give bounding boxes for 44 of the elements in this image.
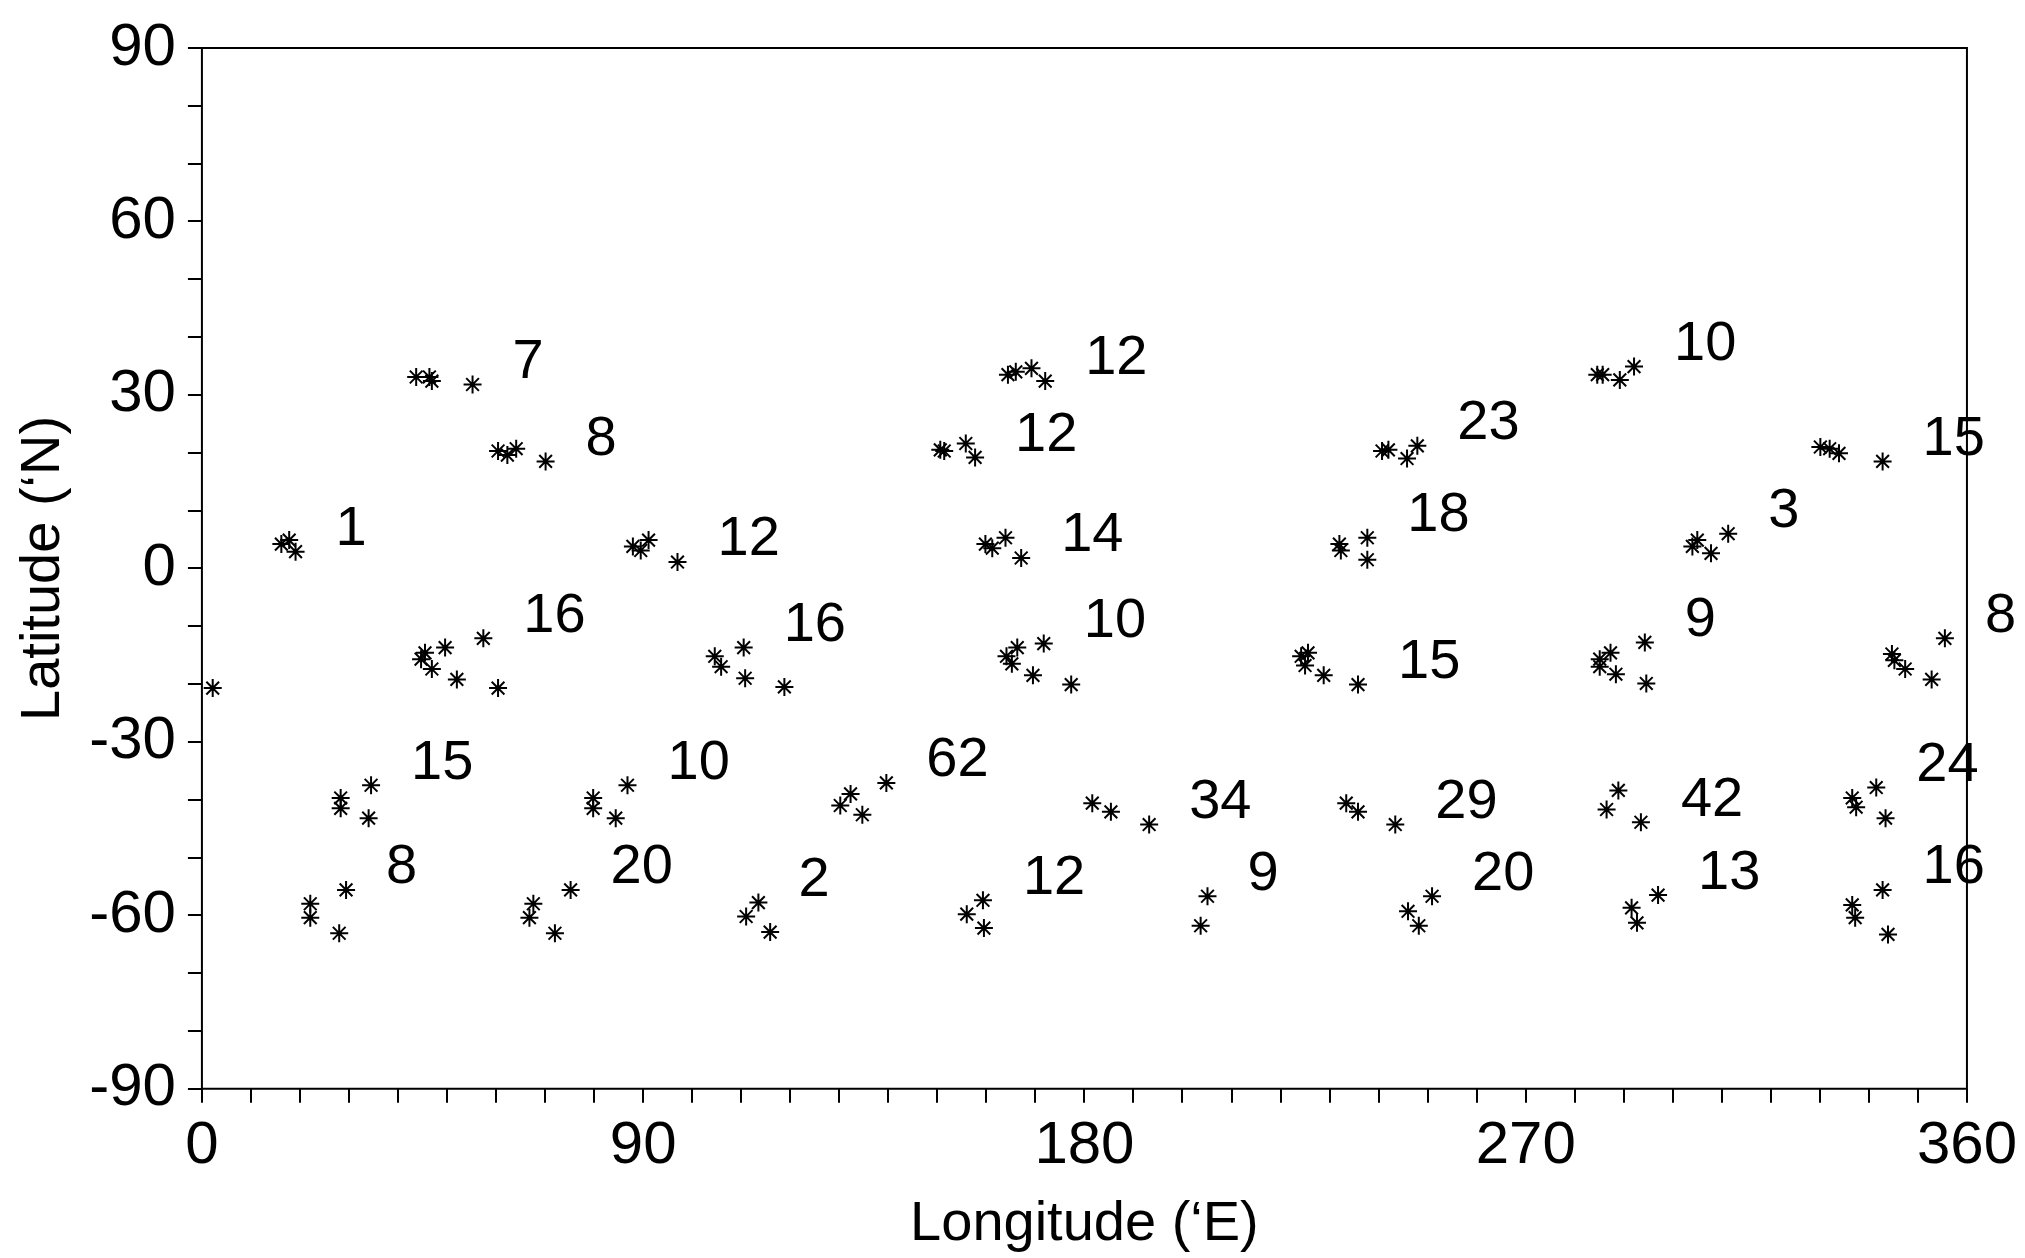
annotation: 8 — [386, 832, 418, 896]
annotation: 34 — [1189, 766, 1252, 830]
annotation: 20 — [610, 832, 673, 896]
annotation: 8 — [1984, 580, 2017, 644]
x-tick-label: 180 — [1034, 1109, 1135, 1177]
annotation: 15 — [411, 727, 474, 791]
annotation: 3 — [1768, 476, 1800, 540]
annotation: 14 — [1061, 500, 1124, 564]
annotation: 12 — [1015, 399, 1078, 463]
annotation: 18 — [1407, 480, 1470, 544]
annotation: 15 — [1398, 627, 1461, 691]
annotation: 16 — [523, 580, 586, 644]
x-tick-label: 360 — [1916, 1109, 2017, 1177]
annotation: 12 — [717, 504, 780, 568]
annotation: 9 — [1684, 584, 1716, 648]
annotation: 10 — [1083, 586, 1147, 650]
annotation: 16 — [783, 590, 846, 654]
annotation: 29 — [1435, 766, 1498, 830]
annotation: 10 — [667, 727, 730, 791]
annotation: 9 — [1247, 838, 1279, 902]
x-axis-title: Longitude (‘E) — [910, 1188, 1259, 1252]
y-tick-label: 0 — [142, 530, 176, 598]
x-tick-label: 0 — [185, 1109, 219, 1177]
x-tick-label: 90 — [609, 1109, 677, 1177]
y-tick-label: 90 — [109, 10, 176, 78]
x-tick-label: 270 — [1475, 1109, 1576, 1177]
annotation: 8 — [585, 403, 617, 467]
annotation: 20 — [1472, 838, 1535, 902]
annotation: 12 — [1022, 842, 1086, 906]
annotation: 23 — [1457, 388, 1520, 452]
annotation: 13 — [1698, 837, 1761, 901]
annotation: 42 — [1680, 764, 1744, 828]
y-tick-label: -30 — [89, 704, 176, 772]
y-tick-label: -90 — [89, 1051, 176, 1119]
y-tick-label: 60 — [109, 184, 176, 252]
annotation: 12 — [1085, 323, 1148, 387]
y-axis-title: Latitude (‘N) — [8, 415, 72, 721]
y-tick-label: 30 — [109, 357, 176, 425]
annotation: 2 — [798, 845, 830, 909]
annotation: 62 — [926, 725, 989, 789]
y-tick-label: -60 — [89, 877, 176, 945]
annotation: 1 — [335, 494, 367, 558]
annotation: 7 — [512, 326, 544, 390]
annotation: 10 — [1674, 309, 1737, 373]
